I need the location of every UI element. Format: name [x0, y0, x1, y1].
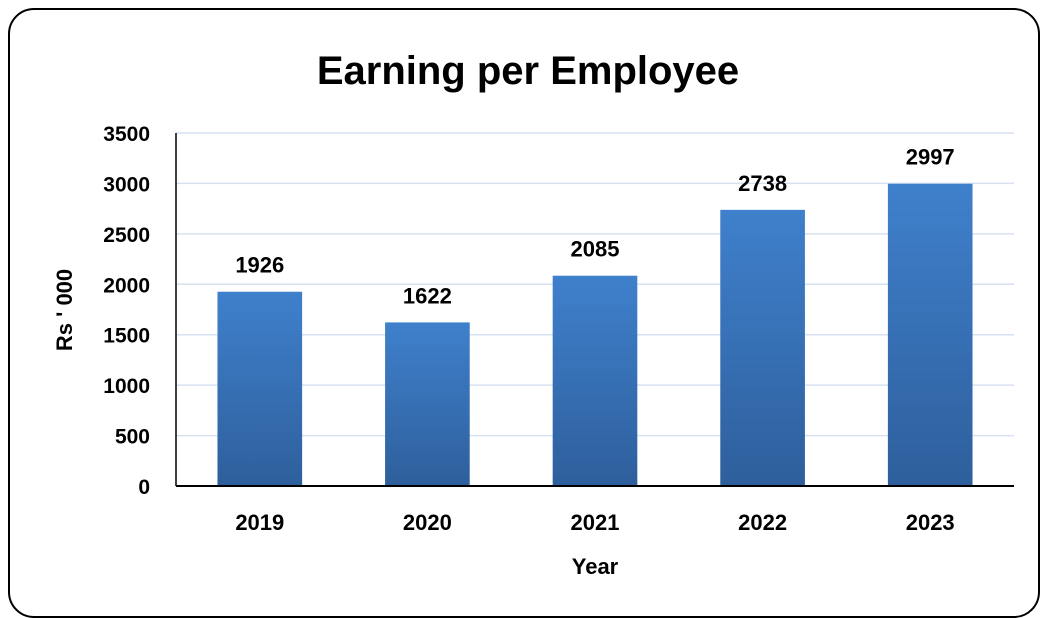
y-tick-label: 2000	[103, 274, 150, 297]
x-tick-label: 2020	[403, 510, 452, 535]
bar-2023	[887, 183, 973, 486]
data-label-2020: 1622	[403, 283, 452, 308]
x-axis-title: Year	[572, 554, 619, 579]
bar-2022	[720, 209, 805, 486]
x-tick-label: 2019	[235, 510, 284, 535]
x-axis-ticks: 2019 2020 2021 2022 2023	[235, 510, 954, 535]
y-tick-label: 2500	[103, 224, 150, 247]
bars	[217, 183, 973, 486]
data-label-2021: 2085	[571, 237, 620, 262]
bar-2020	[385, 322, 470, 486]
x-tick-label: 2023	[906, 510, 955, 535]
data-label-2019: 1926	[235, 253, 284, 278]
y-tick-label: 3000	[103, 173, 150, 196]
y-tick-label: 1500	[103, 325, 150, 348]
x-tick-label: 2022	[738, 510, 787, 535]
data-label-2022: 2738	[738, 171, 787, 196]
y-tick-label: 500	[115, 426, 150, 449]
y-axis-title: Rs ' 000	[52, 269, 77, 351]
x-tick-label: 2021	[571, 510, 620, 535]
chart-title: Earning per Employee	[317, 49, 739, 93]
data-label-2023: 2997	[906, 145, 955, 170]
bar-2019	[217, 291, 303, 486]
y-tick-label: 1000	[103, 375, 150, 398]
grid-lines	[176, 132, 1014, 437]
y-tick-label: 0	[138, 476, 150, 499]
y-axis-ticks: 0 500 1000 1500 2000 2500 3000 3500	[103, 123, 150, 499]
data-labels: 1926 1622 2085 2738 2997	[235, 145, 954, 309]
bar-2021	[552, 275, 638, 486]
y-tick-label: 3500	[103, 123, 150, 146]
